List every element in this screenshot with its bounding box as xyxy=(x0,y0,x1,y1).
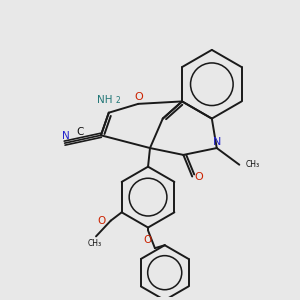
Text: O: O xyxy=(97,216,105,226)
Text: N: N xyxy=(62,131,70,141)
Text: O: O xyxy=(194,172,203,182)
Text: N: N xyxy=(213,136,221,147)
Text: CH₃: CH₃ xyxy=(88,239,102,248)
Text: NH: NH xyxy=(97,95,112,105)
Text: 2: 2 xyxy=(116,96,121,105)
Text: C: C xyxy=(76,127,84,137)
Text: CH₃: CH₃ xyxy=(246,160,260,169)
Text: O: O xyxy=(134,92,143,101)
Text: O: O xyxy=(143,235,152,245)
